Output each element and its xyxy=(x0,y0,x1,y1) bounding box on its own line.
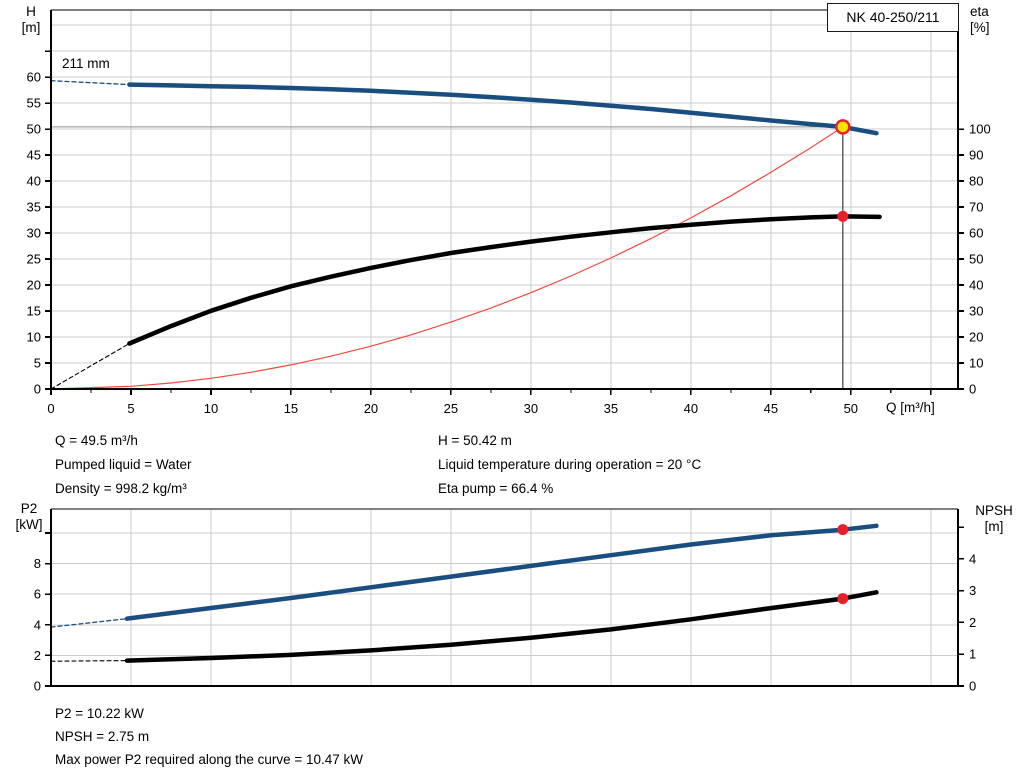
y-left-tick-label: 15 xyxy=(27,304,41,319)
y-right-tick-label: 60 xyxy=(969,226,983,241)
pumped-liquid-value: Pumped liquid = Water xyxy=(55,457,192,472)
impeller-diameter-label: 211 mm xyxy=(62,56,110,71)
y-right-tick-label: 100 xyxy=(969,122,991,137)
curve-system-curve xyxy=(50,126,844,390)
p2-axis-title-line1: P2 xyxy=(20,501,38,516)
x-tick-label: 25 xyxy=(444,401,458,416)
y-left-tick-label: 20 xyxy=(27,278,41,293)
y-right-tick-label: 10 xyxy=(969,356,983,371)
x-tick-label: 35 xyxy=(604,401,618,416)
y-left-axis-title-line1: H xyxy=(26,4,36,19)
x-tick-label: 5 xyxy=(127,401,134,416)
head-value: H = 50.42 m xyxy=(438,433,512,448)
y-right-tick-label: 90 xyxy=(969,148,983,163)
y-left-axis-title-line2: [m] xyxy=(21,20,41,35)
curve-npsh-curve xyxy=(124,590,879,663)
y-left-tick-label: 35 xyxy=(27,200,41,215)
y-left-tick-label: 2 xyxy=(34,648,41,663)
operating-data-col2: H = 50.42 m Liquid temperature during op… xyxy=(438,429,701,501)
y-right-tick-label: 0 xyxy=(969,679,976,694)
y-right-tick-label: 50 xyxy=(969,252,983,267)
p2-axis-title-line2: [kW] xyxy=(15,517,43,532)
curve-head-curve xyxy=(127,82,879,136)
x-axis-title: Q [m³/h] xyxy=(886,400,935,415)
x-tick-label: 0 xyxy=(47,401,54,416)
y-right-tick-label: 20 xyxy=(969,330,983,345)
marker-duty-point xyxy=(835,119,851,135)
x-tick-label: 40 xyxy=(684,401,698,416)
marker-p2-point xyxy=(837,524,849,536)
curve-efficiency-curve xyxy=(127,214,882,346)
y-left-tick-label: 0 xyxy=(34,679,41,694)
y-left-tick-label: 8 xyxy=(34,556,41,571)
y-left-tick-label: 4 xyxy=(34,617,41,632)
y-right-tick-label: 2 xyxy=(969,615,976,630)
y-left-tick-label: 0 xyxy=(34,382,41,397)
y-right-tick-label: 0 xyxy=(969,382,976,397)
density-value: Density = 998.2 kg/m³ xyxy=(55,481,187,496)
x-tick-label: 10 xyxy=(204,401,218,416)
pump-model-box: NK 40-250/211 xyxy=(827,3,959,32)
x-tick-label: 30 xyxy=(524,401,538,416)
y-left-tick-label: 55 xyxy=(27,96,41,111)
npsh-axis-title: NPSH [m] xyxy=(966,503,1022,535)
y-right-tick-label: 1 xyxy=(969,647,976,662)
y-left-tick-label: 45 xyxy=(27,148,41,163)
x-tick-label: 45 xyxy=(764,401,778,416)
eta-pump-value: Eta pump = 66.4 % xyxy=(438,481,554,496)
y-right-axis-title-line2: [%] xyxy=(970,20,990,35)
y-left-tick-label: 25 xyxy=(27,252,41,267)
npsh-result: NPSH = 2.75 m xyxy=(55,729,150,744)
curve-p2-curve xyxy=(124,523,879,621)
y-right-tick-label: 40 xyxy=(969,278,983,293)
y-left-tick-label: 40 xyxy=(27,174,41,189)
y-left-axis-title: H [m] xyxy=(12,4,50,36)
y-right-tick-label: 70 xyxy=(969,200,983,215)
x-tick-label: 50 xyxy=(844,401,858,416)
p2-axis-title: P2 [kW] xyxy=(8,501,50,533)
operating-data-col1: Q = 49.5 m³/h Pumped liquid = Water Dens… xyxy=(55,429,191,501)
curve-npsh-curve-dashed xyxy=(50,660,128,662)
x-tick-label: 20 xyxy=(364,401,378,416)
y-right-tick-label: 30 xyxy=(969,304,983,319)
npsh-axis-title-line1: NPSH xyxy=(975,503,1013,518)
curve-p2-curve-dashed xyxy=(50,618,128,628)
y-right-tick-label: 80 xyxy=(969,174,983,189)
y-left-tick-label: 5 xyxy=(34,356,41,371)
y-right-tick-label: 3 xyxy=(969,583,976,598)
liquid-temperature-value: Liquid temperature during operation = 20… xyxy=(438,457,702,472)
y-left-tick-label: 50 xyxy=(27,122,41,137)
y-right-axis-title: eta [%] xyxy=(970,4,990,36)
y-left-tick-label: 10 xyxy=(27,330,41,345)
x-tick-label: 15 xyxy=(284,401,298,416)
y-right-tick-label: 4 xyxy=(969,551,976,566)
curve-head-curve-dashed xyxy=(50,80,131,86)
y-left-tick-label: 60 xyxy=(27,70,41,85)
results-block: P2 = 10.22 kW NPSH = 2.75 m Max power P2… xyxy=(55,702,363,771)
marker-npsh-point xyxy=(837,593,849,605)
y-left-tick-label: 30 xyxy=(27,226,41,241)
marker-efficiency-point xyxy=(837,210,849,222)
q-value: Q = 49.5 m³/h xyxy=(55,433,138,448)
p2-result: P2 = 10.22 kW xyxy=(55,706,144,721)
curve-efficiency-curve-dashed xyxy=(50,342,130,390)
npsh-axis-title-line2: [m] xyxy=(984,519,1004,534)
y-right-axis-title-line1: eta xyxy=(970,4,989,19)
max-power-result: Max power P2 required along the curve = … xyxy=(55,752,364,767)
y-left-tick-label: 6 xyxy=(34,587,41,602)
